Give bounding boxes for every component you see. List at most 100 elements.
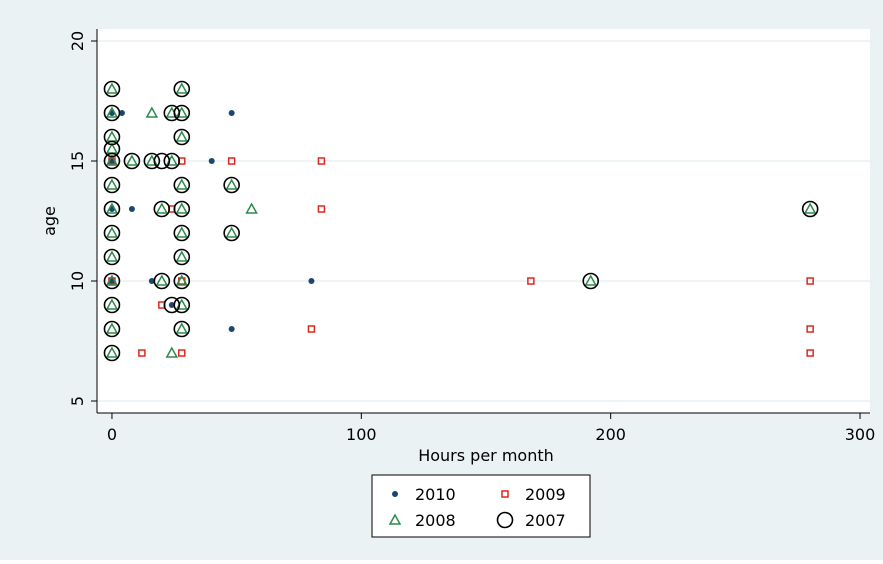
point	[173, 272, 191, 290]
point	[173, 224, 191, 242]
point	[103, 344, 121, 362]
y-tick-label: 20	[68, 31, 87, 51]
point	[173, 128, 191, 146]
point	[175, 82, 189, 94]
point	[223, 176, 240, 194]
point	[103, 104, 121, 122]
x-axis-title: Hours per month	[418, 446, 554, 465]
point	[173, 248, 191, 266]
point	[175, 226, 189, 238]
point	[317, 157, 326, 165]
point	[103, 320, 121, 338]
point	[806, 325, 814, 333]
point	[175, 322, 189, 334]
point	[228, 110, 235, 116]
point	[175, 130, 189, 142]
point	[223, 224, 240, 242]
legend-marker	[496, 511, 514, 529]
point	[103, 152, 121, 170]
x-tick-label: 300	[845, 425, 876, 444]
point	[105, 178, 119, 190]
point	[317, 205, 326, 213]
point	[175, 178, 189, 190]
point	[143, 152, 161, 170]
point	[128, 206, 135, 212]
point	[103, 224, 121, 242]
point	[103, 128, 121, 146]
point	[173, 176, 191, 194]
point	[228, 326, 235, 332]
point	[584, 274, 597, 286]
point	[803, 202, 817, 214]
point	[208, 158, 215, 164]
legend-box	[371, 474, 591, 538]
point	[175, 202, 189, 214]
point	[175, 250, 189, 262]
legend-label: 2010	[415, 485, 456, 504]
point	[153, 152, 171, 170]
y-tick-label: 5	[68, 396, 87, 406]
point	[123, 152, 141, 170]
point	[806, 349, 814, 357]
point	[103, 80, 121, 98]
point	[173, 200, 191, 218]
point	[105, 202, 119, 214]
legend-marker	[388, 513, 402, 525]
point	[103, 200, 121, 218]
point	[163, 152, 181, 170]
point	[105, 82, 119, 94]
legend-marker	[501, 490, 509, 498]
point	[178, 349, 186, 357]
point	[582, 272, 600, 290]
point	[105, 298, 119, 310]
point	[103, 248, 121, 266]
y-tick-label: 15	[68, 151, 87, 171]
point	[173, 104, 191, 122]
point	[148, 278, 155, 284]
point	[527, 277, 535, 285]
x-tick-label: 200	[595, 425, 626, 444]
point	[125, 154, 139, 166]
x-tick-label: 100	[346, 425, 377, 444]
point	[105, 274, 119, 286]
plot-area	[97, 29, 870, 413]
point	[103, 296, 121, 314]
point	[105, 250, 119, 262]
point	[103, 272, 121, 290]
point	[163, 104, 181, 122]
legend-marker	[392, 491, 398, 497]
point	[173, 320, 191, 338]
point	[307, 325, 316, 333]
point	[168, 302, 175, 308]
point	[105, 226, 119, 238]
point	[225, 178, 238, 190]
point	[145, 106, 159, 118]
point	[155, 202, 169, 214]
point	[308, 278, 315, 284]
point	[103, 176, 121, 194]
point	[105, 346, 119, 358]
point	[155, 274, 169, 286]
point	[153, 272, 171, 290]
legend-label: 2007	[525, 511, 566, 530]
point	[806, 277, 814, 285]
point	[163, 296, 181, 314]
point	[103, 140, 121, 158]
point	[175, 274, 189, 286]
point	[225, 226, 238, 238]
point	[165, 346, 179, 358]
point	[153, 200, 171, 218]
point	[138, 349, 146, 357]
legend-label: 2009	[525, 485, 566, 504]
point	[173, 296, 191, 314]
y-tick-label: 10	[68, 271, 87, 291]
point	[245, 202, 258, 214]
legend-label: 2008	[415, 511, 456, 530]
point	[173, 80, 191, 98]
point	[801, 200, 819, 218]
x-tick-label: 0	[107, 425, 117, 444]
point	[118, 110, 125, 116]
point	[105, 154, 119, 166]
point	[227, 157, 236, 165]
